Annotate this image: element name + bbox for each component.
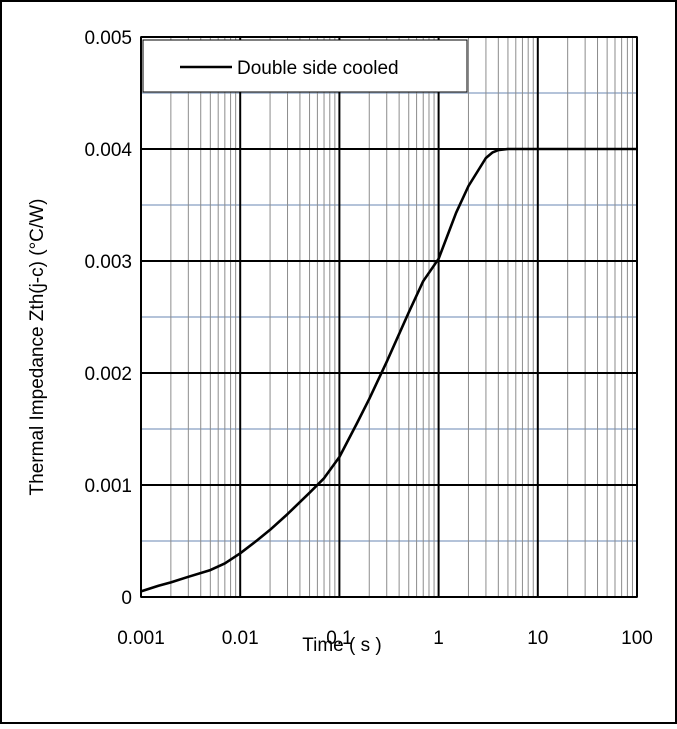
x-tick-label: 0.1 (326, 628, 352, 649)
y-tick-label: 0.001 (84, 476, 132, 497)
x-tick-label: 1 (433, 628, 444, 649)
y-tick-label: 0.004 (84, 140, 132, 161)
legend-label: Double side cooled (237, 58, 399, 79)
x-tick-label: 0.001 (117, 628, 165, 649)
x-tick-label: 10 (527, 628, 548, 649)
series-line-double-side-cooled (140, 147, 637, 593)
plot-area-border (140, 36, 638, 598)
x-tick-label: 100 (621, 628, 653, 649)
legend: Double side cooled (142, 39, 468, 93)
y-axis-label: Thermal Impedance Zth(j-c) (°C/W) (27, 199, 48, 496)
y-tick-labels: 0 0.001 0.002 0.003 0.004 0.005 (84, 28, 132, 609)
y-tick-label: 0.003 (84, 252, 132, 273)
minor-y-gridlines (141, 92, 637, 542)
y-tick-label: 0 (121, 588, 132, 609)
x-axis-label: Time ( s ) (302, 635, 382, 656)
x-tick-label: 0.01 (222, 628, 259, 649)
y-tick-label: 0.005 (84, 28, 132, 49)
y-tick-label: 0.002 (84, 364, 132, 385)
minor-x-gridlines (170, 37, 633, 597)
x-tick-labels: 0.001 0.01 0.1 1 10 100 (117, 628, 653, 649)
